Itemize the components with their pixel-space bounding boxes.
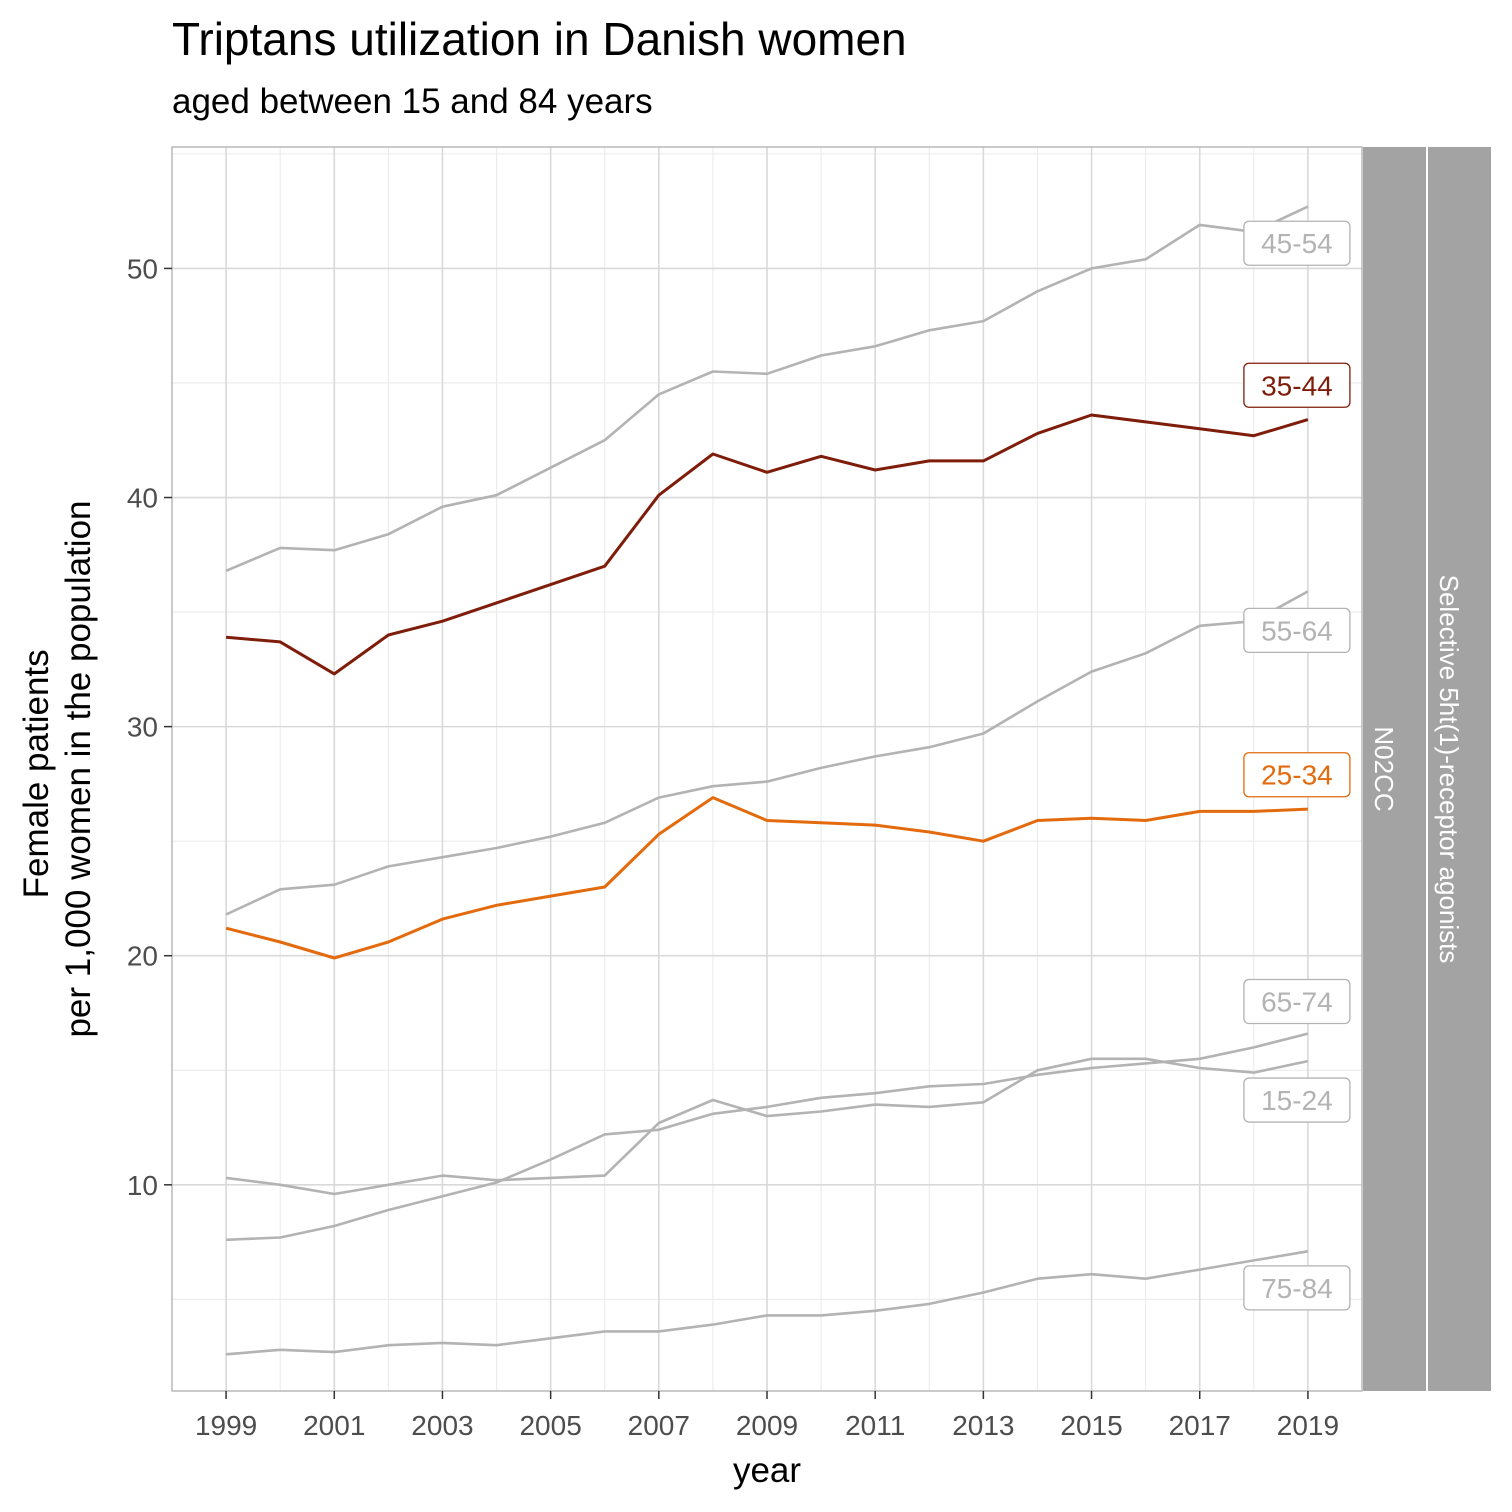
series-line-45-54 xyxy=(225,205,1309,572)
series-label-35-44: 35-44 xyxy=(1243,362,1351,408)
y-tick-label: 10 xyxy=(127,1170,158,1201)
series-label-text: 35-44 xyxy=(1261,370,1333,401)
x-tick-label: 2013 xyxy=(952,1410,1014,1441)
x-axis-title: year xyxy=(733,1451,801,1490)
x-tick-label: 2011 xyxy=(845,1410,905,1441)
series-label-box xyxy=(1243,1265,1351,1311)
series-label-box xyxy=(1243,607,1351,654)
x-tick-label: 2001 xyxy=(303,1410,365,1441)
series-label-box xyxy=(1243,220,1351,266)
y-tick-label: 40 xyxy=(127,483,158,514)
series-line-15-24 xyxy=(225,1057,1309,1196)
y-tick-label: 50 xyxy=(127,253,158,284)
series-label-text: 65-74 xyxy=(1261,987,1333,1018)
series-line-75-84 xyxy=(225,1250,1309,1356)
series-label-text: 55-64 xyxy=(1261,615,1333,646)
facet-strip-inner-label: N02CC xyxy=(1369,726,1399,811)
x-tick-label: 2005 xyxy=(519,1410,581,1441)
y-tick-label: 30 xyxy=(127,712,158,743)
y-axis-title-line1: Female patients xyxy=(17,649,56,898)
series-label-75-84: 75-84 xyxy=(1243,1265,1351,1311)
x-tick-label: 2009 xyxy=(736,1410,798,1441)
series-label-box xyxy=(1243,978,1351,1025)
x-tick-label: 2019 xyxy=(1277,1410,1339,1441)
series-label-45-54: 45-54 xyxy=(1243,220,1351,266)
major-gridlines xyxy=(172,147,1362,1391)
y-axis-title-line2: per 1,000 women in the population xyxy=(59,500,98,1037)
series-label-25-34: 25-34 xyxy=(1243,752,1351,798)
series-label-15-24: 15-24 xyxy=(1243,1077,1351,1123)
y-axis: 10 20 30 40 50 xyxy=(127,253,172,1201)
x-axis: 1999 2001 2003 2005 2007 2009 2011 2013 2015 2017… xyxy=(195,1391,1339,1441)
series-line-35-44 xyxy=(225,413,1309,676)
x-tick-label: 2007 xyxy=(628,1410,690,1441)
series-label-box xyxy=(1243,1077,1351,1123)
series-line-55-64 xyxy=(225,590,1309,916)
series-label-box xyxy=(1243,362,1351,408)
series-label-box xyxy=(1243,752,1351,798)
series-label-text: 75-84 xyxy=(1261,1273,1333,1304)
facet-strip-outer xyxy=(1428,147,1491,1391)
series-line-65-74 xyxy=(226,1032,1309,1242)
y-axis-title: Female patients per 1,000 women in the p… xyxy=(17,500,98,1037)
chart-subtitle: aged between 15 and 84 years xyxy=(172,82,653,121)
series-label-text: 25-34 xyxy=(1261,760,1333,791)
series-label-55-64: 55-64 xyxy=(1243,607,1351,654)
series-label-text: 15-24 xyxy=(1261,1085,1333,1116)
series-lines xyxy=(225,205,1309,1356)
facet-strip-inner xyxy=(1363,147,1426,1391)
x-tick-label: 1999 xyxy=(195,1410,257,1441)
series-label-65-74: 65-74 xyxy=(1243,978,1351,1025)
series-line-25-34 xyxy=(225,796,1308,960)
facet-strip-outer-label: Selective 5ht(1)-receptor agonists xyxy=(1434,575,1464,964)
chart-title: Triptans utilization in Danish women xyxy=(172,13,907,65)
x-tick-label: 2017 xyxy=(1169,1410,1231,1441)
series-labels: 45-54 35-44 55-64 25-34 65-74 15-24 75-84 xyxy=(1243,220,1351,1311)
x-tick-label: 2015 xyxy=(1060,1410,1122,1441)
series-label-text: 45-54 xyxy=(1261,228,1333,259)
x-tick-label: 2003 xyxy=(411,1410,473,1441)
y-tick-label: 20 xyxy=(127,941,158,972)
